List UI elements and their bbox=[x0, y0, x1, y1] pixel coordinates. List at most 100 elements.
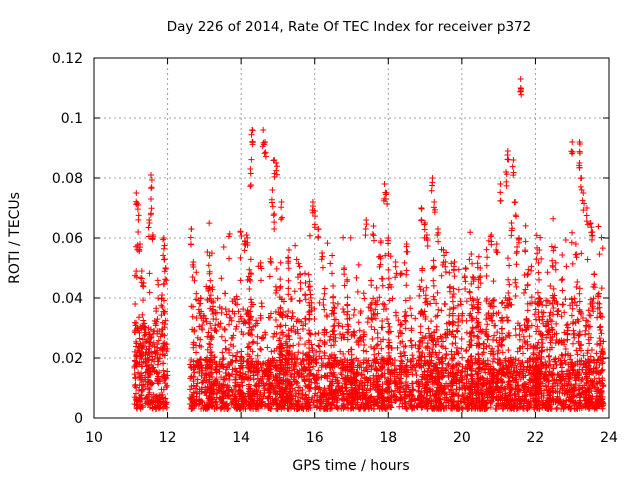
data-point bbox=[467, 333, 474, 340]
data-point bbox=[442, 301, 449, 308]
data-point bbox=[506, 281, 513, 288]
data-point bbox=[552, 244, 559, 251]
data-point bbox=[474, 260, 481, 267]
data-point bbox=[316, 343, 323, 350]
data-point bbox=[554, 404, 561, 411]
data-point bbox=[511, 390, 518, 397]
data-point bbox=[505, 290, 512, 297]
data-point bbox=[499, 349, 506, 356]
data-point bbox=[576, 285, 583, 292]
data-point bbox=[146, 219, 153, 226]
data-point bbox=[412, 368, 419, 375]
data-point bbox=[385, 320, 392, 327]
data-point bbox=[486, 342, 493, 349]
data-point bbox=[484, 254, 491, 261]
data-point bbox=[368, 323, 375, 330]
data-point bbox=[291, 288, 298, 295]
data-point bbox=[140, 317, 147, 324]
data-point bbox=[450, 355, 457, 362]
data-point bbox=[207, 277, 214, 284]
data-point bbox=[135, 369, 142, 376]
data-point bbox=[272, 317, 279, 324]
data-point bbox=[469, 260, 476, 267]
data-point bbox=[313, 356, 320, 363]
data-point bbox=[292, 387, 299, 394]
data-point bbox=[161, 242, 168, 249]
data-point bbox=[505, 276, 512, 283]
data-point bbox=[261, 150, 268, 157]
data-point bbox=[595, 290, 602, 297]
data-point bbox=[382, 252, 389, 259]
data-point bbox=[153, 318, 160, 325]
data-point bbox=[142, 331, 149, 338]
data-point bbox=[154, 316, 161, 323]
data-point bbox=[155, 337, 162, 344]
data-point bbox=[548, 243, 555, 250]
data-point bbox=[278, 199, 285, 205]
data-point bbox=[240, 306, 247, 313]
data-point bbox=[295, 349, 302, 356]
data-point bbox=[306, 330, 313, 337]
data-point bbox=[216, 323, 223, 330]
data-point bbox=[257, 345, 264, 352]
data-point bbox=[439, 338, 446, 345]
data-point bbox=[161, 280, 168, 287]
data-point bbox=[379, 282, 386, 289]
data-point bbox=[159, 346, 166, 353]
data-point bbox=[463, 317, 470, 324]
data-point bbox=[277, 259, 284, 266]
data-point bbox=[448, 260, 455, 267]
data-point bbox=[136, 382, 143, 389]
data-point bbox=[410, 386, 417, 393]
data-point bbox=[219, 349, 226, 356]
data-point bbox=[259, 398, 266, 405]
data-point bbox=[435, 306, 442, 313]
data-point bbox=[145, 357, 152, 364]
data-point bbox=[320, 296, 327, 303]
data-point bbox=[452, 340, 459, 347]
data-point bbox=[466, 289, 473, 296]
data-point bbox=[161, 321, 168, 328]
data-point bbox=[152, 350, 159, 357]
data-point bbox=[154, 361, 161, 368]
data-point bbox=[321, 306, 328, 313]
data-point bbox=[270, 333, 277, 340]
data-point bbox=[499, 299, 506, 306]
data-point bbox=[147, 211, 154, 218]
data-point bbox=[498, 300, 505, 307]
data-point bbox=[562, 345, 569, 352]
data-point bbox=[321, 290, 328, 297]
data-point bbox=[138, 404, 145, 411]
data-point bbox=[142, 378, 149, 385]
data-point bbox=[564, 336, 571, 343]
data-point bbox=[324, 240, 331, 247]
data-point bbox=[569, 229, 576, 236]
data-point bbox=[467, 229, 474, 236]
data-point bbox=[408, 337, 415, 344]
data-point bbox=[344, 302, 351, 309]
data-point bbox=[491, 296, 498, 303]
data-point bbox=[273, 265, 280, 272]
data-point bbox=[160, 401, 167, 408]
data-point bbox=[270, 212, 277, 219]
data-point bbox=[227, 314, 234, 321]
data-point bbox=[409, 352, 416, 359]
data-point bbox=[145, 224, 152, 231]
data-point bbox=[558, 351, 565, 358]
data-point bbox=[547, 283, 554, 290]
data-point bbox=[563, 263, 570, 270]
data-point bbox=[139, 352, 146, 359]
data-point bbox=[360, 290, 367, 297]
data-point bbox=[271, 219, 278, 226]
data-point bbox=[311, 315, 318, 322]
data-point bbox=[277, 323, 284, 330]
data-point bbox=[260, 127, 267, 133]
data-point bbox=[490, 336, 497, 343]
data-point bbox=[585, 307, 592, 314]
data-point bbox=[546, 352, 553, 359]
data-point bbox=[143, 338, 150, 345]
data-point bbox=[524, 307, 531, 314]
data-point bbox=[162, 276, 169, 283]
data-point bbox=[160, 405, 167, 412]
data-point bbox=[484, 321, 491, 328]
